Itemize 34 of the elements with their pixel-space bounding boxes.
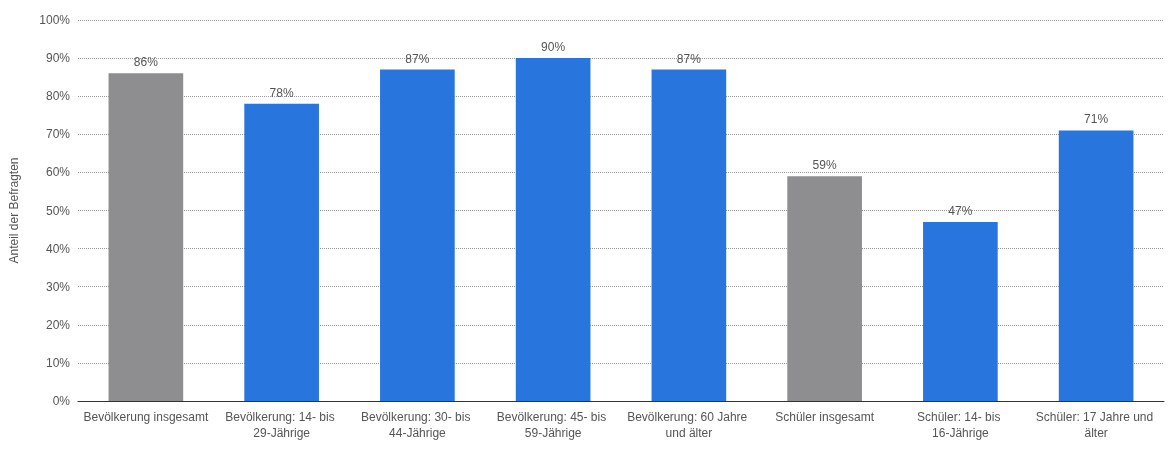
y-tick-label: 30%	[45, 279, 71, 294]
x-tick-label: Bevölkerung: 60 Jahre und älter	[627, 410, 751, 440]
y-tick-label: 80%	[45, 89, 71, 104]
bar	[1058, 130, 1134, 401]
x-tick-label: Bevölkerung insgesamt	[83, 410, 209, 424]
x-tick-label: Schüler: 17 Jahre und älter	[1035, 410, 1157, 440]
data-label: 71%	[1084, 112, 1109, 127]
bar	[380, 69, 455, 401]
data-label: 78%	[269, 85, 294, 100]
data-label: 87%	[405, 51, 430, 66]
y-tick-label: 90%	[45, 51, 71, 66]
data-label: 86%	[133, 55, 159, 70]
x-tick-label: Bevölkerung: 30- bis 44-Jährige	[361, 410, 474, 440]
y-tick-label: 100%	[39, 13, 71, 27]
x-tick-label: Bevölkerung: 45- bis 59-Jährige	[496, 410, 610, 440]
x-tick-label: Schüler insgesamt	[775, 410, 875, 424]
y-tick-label: 0%	[52, 394, 71, 408]
data-label: 90%	[541, 40, 566, 55]
x-tick-label: Schüler: 14- bis 16-Jährige	[917, 410, 1004, 440]
y-tick-label: 20%	[45, 317, 71, 332]
bar	[651, 69, 727, 401]
bar	[923, 221, 998, 401]
data-label: 47%	[948, 203, 973, 218]
y-tick-label: 50%	[45, 203, 71, 218]
data-label: 87%	[676, 51, 702, 66]
data-label: 59%	[812, 158, 837, 173]
x-tick-label: Bevölkerung: 14- bis 29-Jährige	[225, 410, 338, 440]
y-tick-label: 60%	[45, 165, 71, 180]
bar	[244, 103, 319, 401]
y-axis-title: Anteil der Befragten	[7, 157, 21, 264]
y-tick-label: 10%	[45, 355, 71, 370]
y-tick-label: 70%	[45, 127, 71, 142]
y-tick-label: 40%	[45, 241, 71, 256]
bar	[515, 58, 591, 401]
